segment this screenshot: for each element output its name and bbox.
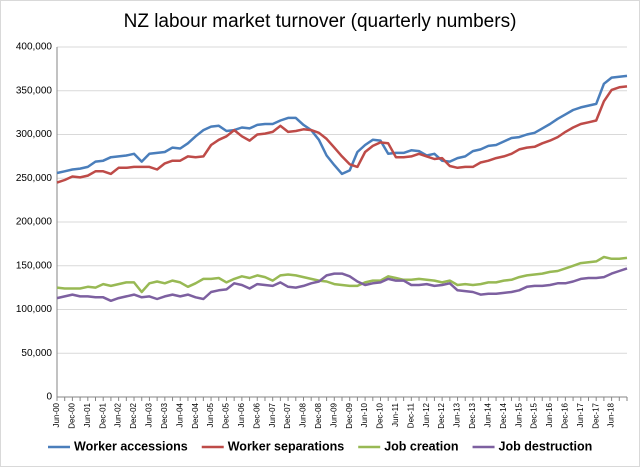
chart-title: NZ labour market turnover (quarterly num… [124, 11, 517, 32]
x-tick-label: Dec-12 [437, 402, 446, 428]
y-tick-label: 200,000 [16, 217, 53, 228]
x-tick-label: Jun-16 [545, 402, 554, 427]
x-tick-label: Dec-00 [68, 402, 77, 428]
x-tick-label: Jun-11 [391, 402, 400, 426]
x-tick-label: Dec-08 [314, 402, 323, 428]
x-tick-label: Dec-14 [499, 402, 508, 428]
y-tick-label: 250,000 [16, 173, 53, 184]
x-tick-label: Jun-06 [237, 402, 246, 427]
x-tick-label: Jun-18 [607, 402, 616, 427]
x-tick-label: Jun-07 [268, 402, 277, 427]
x-tick-label: Jun-02 [114, 402, 123, 427]
legend-label: Worker separations [228, 439, 345, 453]
x-tick-label: Dec-09 [345, 402, 354, 428]
y-tick-label: 350,000 [16, 85, 53, 96]
x-tick-label: Dec-13 [468, 402, 477, 428]
x-tick-label: Jun-09 [329, 402, 338, 427]
legend-label: Job destruction [499, 439, 593, 453]
x-tick-label: Jun-04 [175, 402, 184, 427]
x-tick-label: Jun-17 [576, 402, 585, 427]
x-tick-label: Dec-03 [160, 402, 169, 428]
legend-label: Worker accessions [74, 439, 188, 453]
x-tick-label: Dec-01 [98, 402, 107, 428]
x-tick-label: Dec-11 [406, 402, 415, 428]
x-tick-label: Jun-15 [514, 402, 523, 427]
x-tick-label: Jun-10 [360, 402, 369, 427]
y-tick-label: 400,000 [16, 42, 53, 53]
series-line [56, 74, 628, 176]
x-tick-label: Dec-05 [222, 402, 231, 428]
series-line [56, 255, 628, 294]
y-tick-label: 300,000 [16, 129, 53, 140]
x-tick-label: Jun-08 [299, 402, 308, 427]
x-tick-label: Jun-13 [453, 402, 462, 427]
x-tick-label: Dec-02 [129, 402, 138, 428]
legend-label: Job creation [384, 439, 458, 453]
y-tick-label: 100,000 [16, 304, 53, 315]
x-tick-label: Jun-12 [422, 402, 431, 427]
x-tick-label: Dec-07 [283, 402, 292, 428]
x-tick-label: Dec-15 [530, 402, 539, 428]
y-tick-label: 0 [46, 392, 52, 403]
series-line [56, 267, 628, 303]
series-line [56, 85, 628, 184]
y-tick-label: 50,000 [21, 348, 52, 359]
y-tick-label: 150,000 [16, 260, 53, 271]
x-tick-label: Dec-04 [191, 402, 200, 428]
x-tick-label: Jun-00 [52, 402, 61, 427]
x-tick-label: Jun-05 [206, 402, 215, 427]
x-tick-label: Dec-10 [376, 402, 385, 428]
x-tick-label: Dec-17 [591, 402, 600, 428]
x-tick-label: Jun-14 [483, 402, 492, 427]
x-tick-label: Jun-03 [145, 402, 154, 427]
x-tick-label: Dec-16 [560, 402, 569, 428]
x-tick-label: Dec-06 [252, 402, 261, 428]
x-tick-label: Jun-01 [83, 402, 92, 427]
